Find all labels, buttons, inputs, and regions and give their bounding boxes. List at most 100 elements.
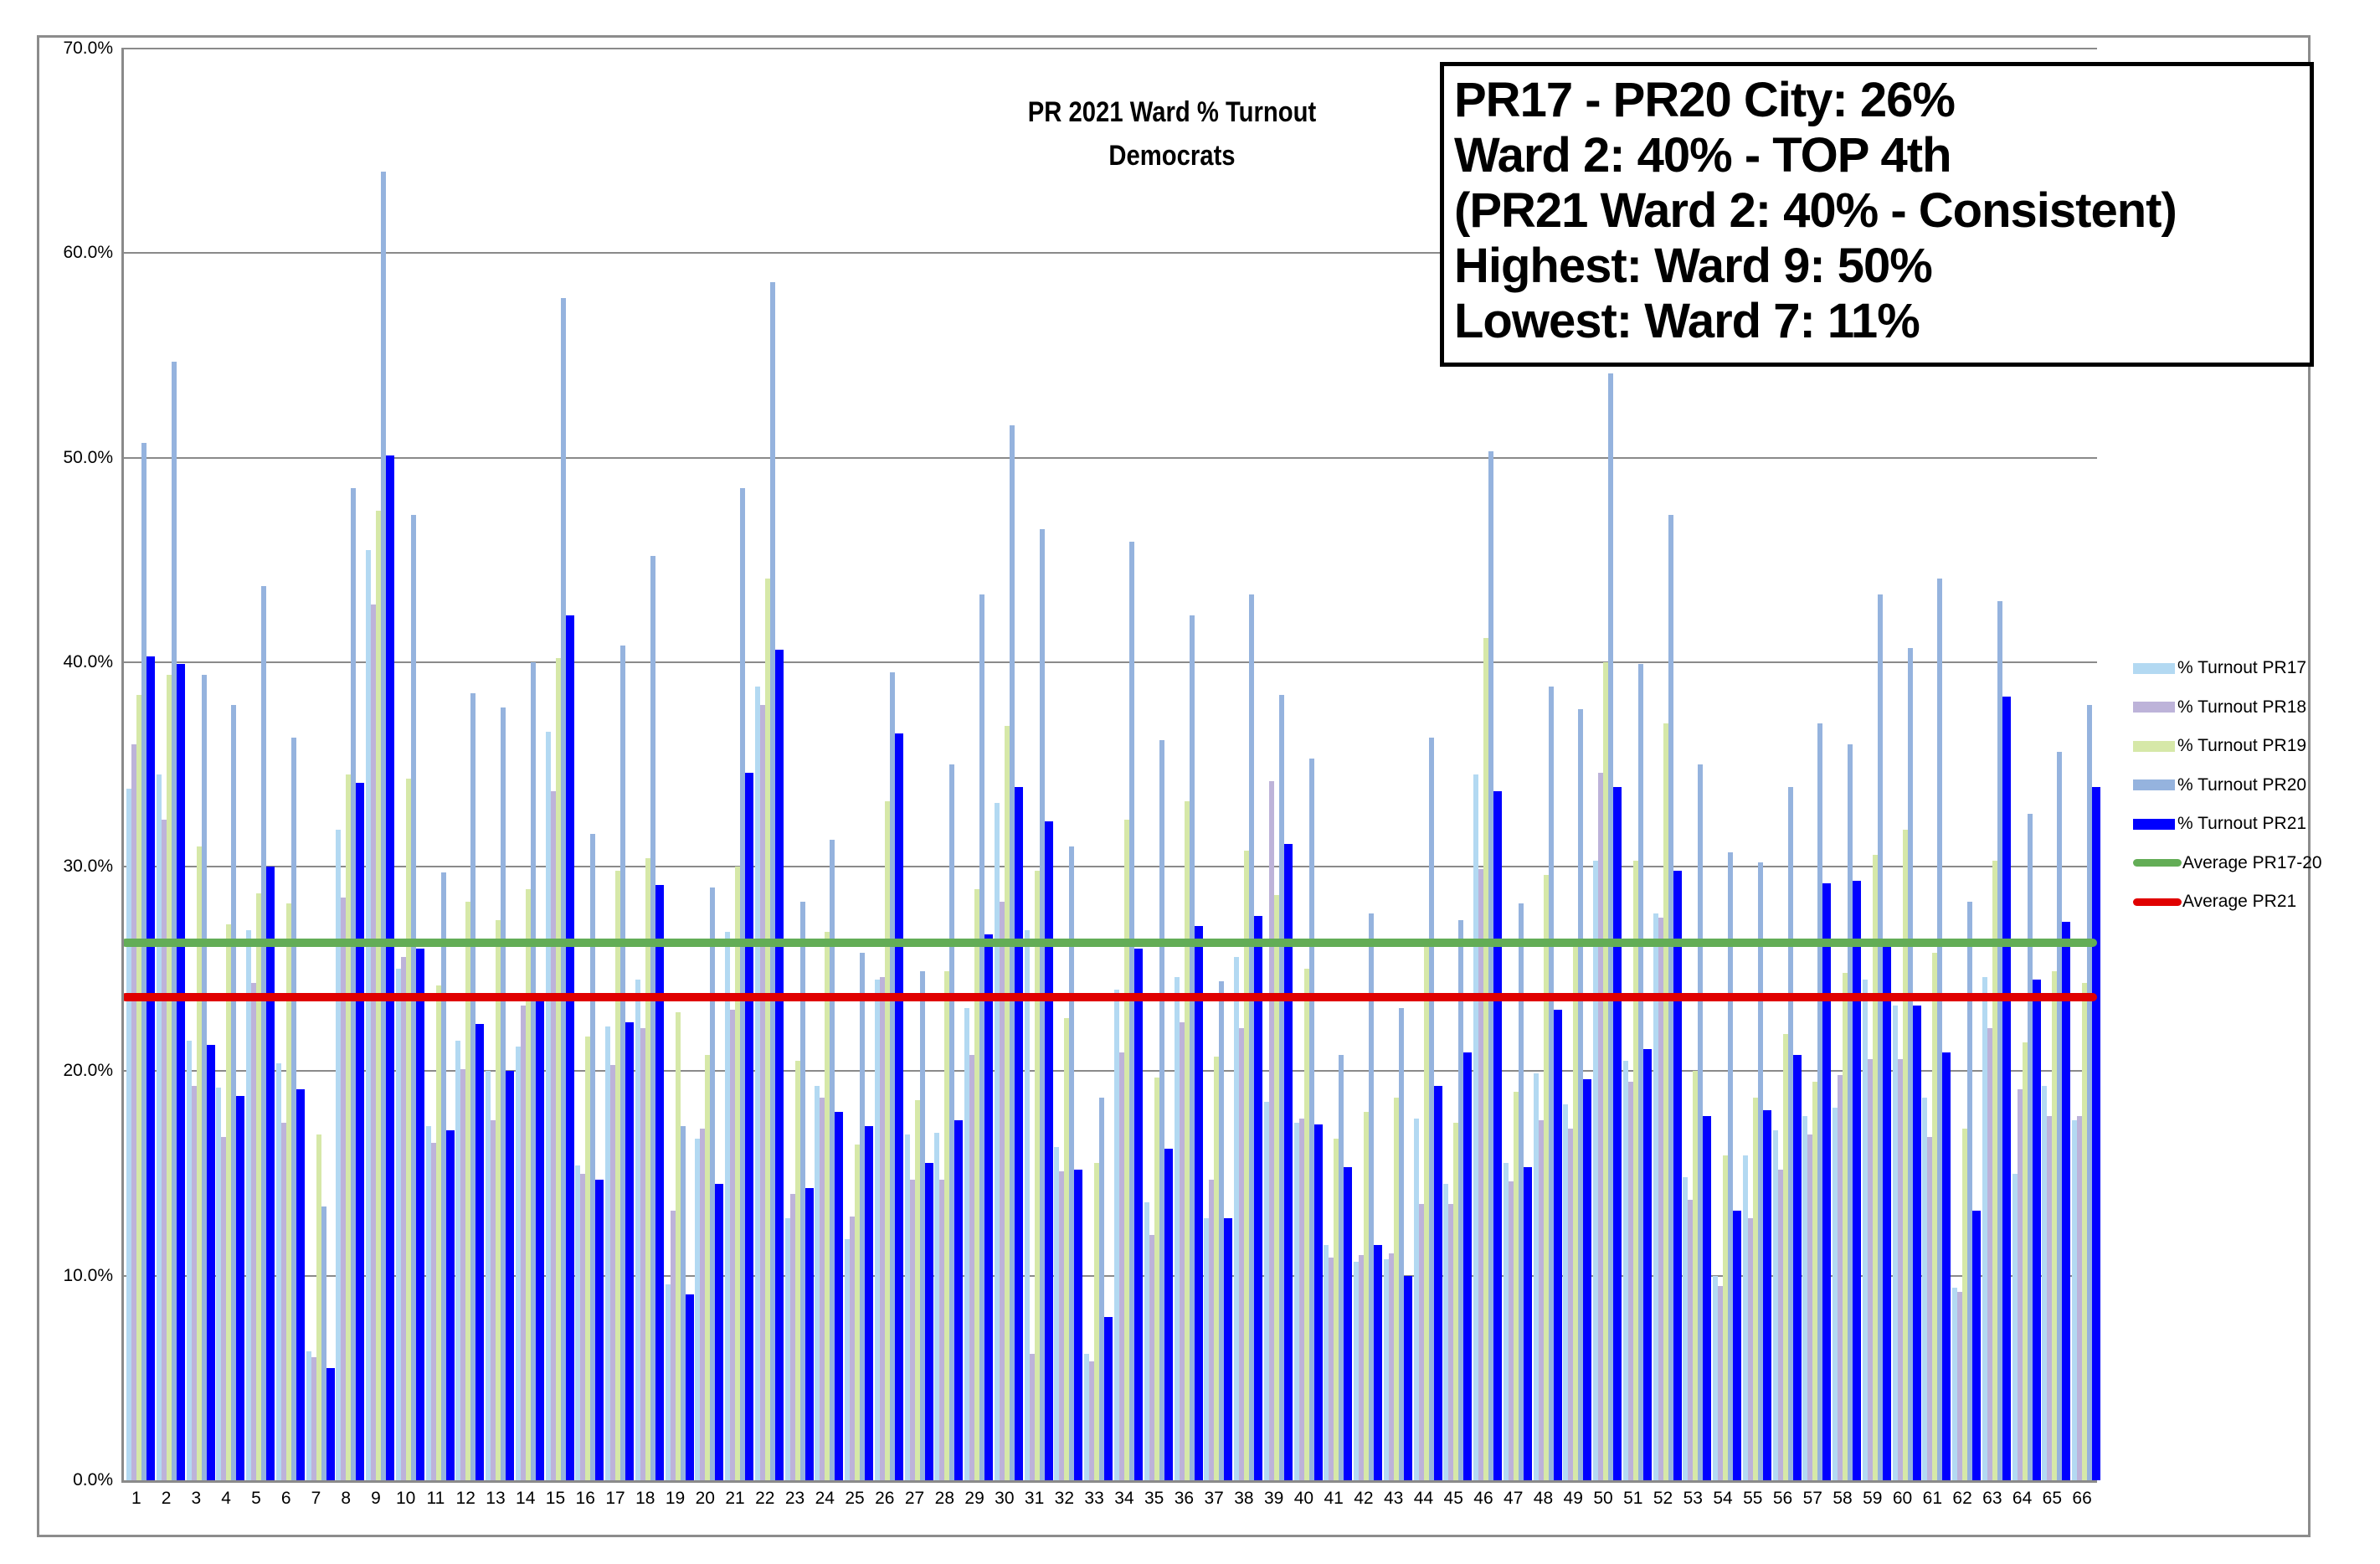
bar xyxy=(860,952,866,1480)
x-tick-label: 20 xyxy=(695,1489,715,1508)
x-tick-label: 40 xyxy=(1293,1489,1314,1508)
x-tick-label: 62 xyxy=(1952,1489,1972,1508)
bar xyxy=(1359,1255,1365,1480)
bar xyxy=(1104,1316,1113,1480)
x-tick-label: 64 xyxy=(2012,1489,2033,1508)
bar xyxy=(2087,705,2093,1480)
bar xyxy=(580,1173,586,1480)
x-tick-label: 61 xyxy=(1922,1489,1942,1508)
bar xyxy=(1663,723,1668,1480)
x-tick-label: 38 xyxy=(1234,1489,1254,1508)
x-tick-label: 54 xyxy=(1713,1489,1733,1508)
bar xyxy=(1483,637,1489,1480)
bar xyxy=(1009,424,1015,1480)
legend-line-icon xyxy=(2133,859,2182,867)
bar xyxy=(1069,846,1075,1480)
average-line xyxy=(121,993,2097,1002)
bar xyxy=(1573,942,1579,1480)
bar xyxy=(1364,1112,1370,1480)
bar xyxy=(1313,1124,1323,1480)
bar xyxy=(1418,1204,1424,1480)
bar xyxy=(670,1210,676,1480)
bar xyxy=(1838,1075,1843,1480)
bar xyxy=(1593,860,1599,1480)
bar xyxy=(290,738,296,1480)
bar xyxy=(884,800,890,1480)
bar xyxy=(625,1021,635,1480)
bar xyxy=(515,1047,521,1480)
bar xyxy=(1154,1077,1159,1480)
plot-area xyxy=(121,48,2101,1480)
x-tick-label: 28 xyxy=(934,1489,954,1508)
x-tick-label: 57 xyxy=(1802,1489,1822,1508)
bar xyxy=(386,455,395,1480)
bar xyxy=(620,646,626,1480)
bar xyxy=(944,970,950,1480)
bar xyxy=(1802,1116,1808,1480)
bar xyxy=(2057,752,2063,1480)
bar xyxy=(1159,739,1164,1480)
annotation-lowest: Lowest: Ward 7: 11% xyxy=(1454,294,1920,348)
bar xyxy=(1014,786,1023,1480)
bar xyxy=(491,1120,496,1480)
bar xyxy=(1757,862,1763,1480)
bar xyxy=(1987,1028,1992,1480)
bar xyxy=(1174,977,1180,1480)
bar xyxy=(1642,1048,1652,1480)
bar xyxy=(1713,1275,1719,1480)
bar xyxy=(1698,764,1704,1480)
x-tick-label: 59 xyxy=(1863,1489,1883,1508)
bar xyxy=(326,1367,335,1480)
bar xyxy=(136,694,141,1480)
x-tick-label: 6 xyxy=(280,1489,291,1508)
bar xyxy=(2012,1173,2018,1480)
bar xyxy=(475,1024,485,1480)
bar xyxy=(799,901,805,1480)
bar xyxy=(191,1085,197,1480)
bar xyxy=(351,488,357,1480)
bar xyxy=(999,901,1005,1480)
x-tick-label: 39 xyxy=(1263,1489,1284,1508)
x-tick-label: 58 xyxy=(1833,1489,1853,1508)
bar xyxy=(665,1284,671,1480)
bar xyxy=(430,1142,436,1480)
bar xyxy=(425,1126,431,1480)
x-tick-label: 33 xyxy=(1084,1489,1104,1508)
bar xyxy=(1877,594,1883,1480)
annotation-city-average: PR17 - PR20 City: 26% xyxy=(1454,73,1956,127)
x-tick-label: 46 xyxy=(1473,1489,1493,1508)
x-tick-label: 25 xyxy=(845,1489,865,1508)
bar xyxy=(306,1351,311,1480)
bar xyxy=(1967,901,1973,1480)
legend-label: Average PR17-20 xyxy=(2182,852,2322,872)
bar xyxy=(1568,1128,1574,1480)
bar xyxy=(964,1007,970,1480)
bar xyxy=(575,1165,581,1480)
bar xyxy=(226,923,232,1480)
bar xyxy=(650,555,655,1480)
x-tick-label: 29 xyxy=(964,1489,984,1508)
bar xyxy=(1303,969,1309,1480)
y-tick-label: 60.0% xyxy=(63,243,113,263)
bar xyxy=(1902,830,1908,1480)
bar xyxy=(1688,1200,1694,1480)
bar xyxy=(1144,1201,1149,1480)
x-tick-label: 18 xyxy=(635,1489,655,1508)
bar xyxy=(1608,373,1614,1480)
bar xyxy=(1114,989,1119,1480)
bar xyxy=(1723,1155,1729,1480)
bar xyxy=(1039,529,1045,1480)
bar xyxy=(1278,694,1284,1480)
bar xyxy=(405,779,411,1480)
bar xyxy=(1673,871,1682,1480)
bar xyxy=(1957,1292,1963,1480)
bar xyxy=(1463,1052,1473,1480)
bar xyxy=(725,932,731,1480)
bar xyxy=(1553,1010,1562,1480)
bar xyxy=(1603,661,1609,1480)
x-tick-label: 16 xyxy=(575,1489,595,1508)
bar xyxy=(1733,1210,1742,1480)
bar xyxy=(1787,786,1793,1480)
y-axis xyxy=(121,49,124,1480)
bar xyxy=(141,443,147,1480)
